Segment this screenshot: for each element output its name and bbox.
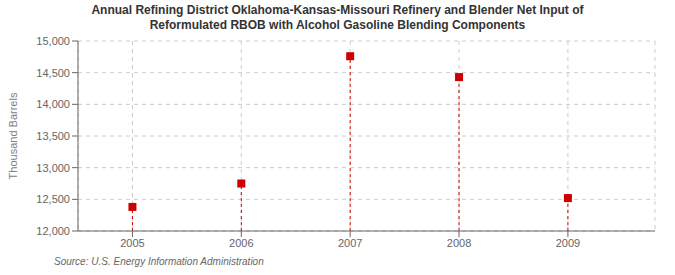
svg-text:14,000: 14,000: [36, 98, 70, 110]
svg-text:15,000: 15,000: [36, 35, 70, 47]
svg-text:2006: 2006: [229, 237, 253, 249]
svg-text:12,000: 12,000: [36, 225, 70, 237]
svg-text:13,000: 13,000: [36, 162, 70, 174]
svg-text:2005: 2005: [120, 237, 144, 249]
svg-text:2008: 2008: [447, 237, 471, 249]
svg-text:13,500: 13,500: [36, 130, 70, 142]
svg-text:Thousand Barrels: Thousand Barrels: [8, 92, 19, 179]
html-text:Annual Refining District Oklah: Annual Refining District Oklahoma-Kansas…: [91, 3, 584, 32]
svg-text:12,500: 12,500: [36, 193, 70, 205]
svg-text:14,500: 14,500: [36, 67, 70, 79]
svg-text:2009: 2009: [556, 237, 580, 249]
svg-text:2007: 2007: [338, 237, 362, 249]
html-text:Source: U.S. Energy Informatio: Source: U.S. Energy Information Administ…: [54, 256, 264, 267]
